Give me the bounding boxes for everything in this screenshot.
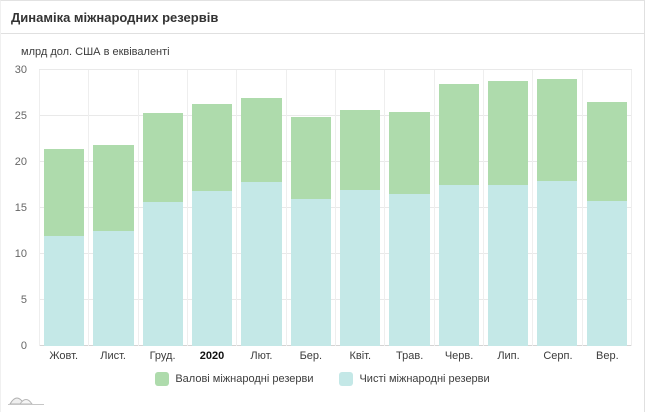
legend-item[interactable]: Чисті міжнародні резерви xyxy=(339,372,490,386)
bar-column xyxy=(236,70,285,346)
y-tick-label: 15 xyxy=(14,202,27,214)
x-tick-label: Квіт. xyxy=(349,350,372,362)
legend-swatch xyxy=(155,372,170,386)
y-tick-label: 10 xyxy=(14,248,27,260)
bar-column xyxy=(285,70,335,346)
y-tick-label: 30 xyxy=(14,64,27,76)
bar-net-segment[interactable] xyxy=(438,185,479,346)
x-tick-label: Трав. xyxy=(396,350,424,362)
bar-column xyxy=(581,70,632,346)
bar-columns xyxy=(39,70,632,346)
plot-area xyxy=(39,69,632,346)
bar-net-segment[interactable] xyxy=(93,231,134,346)
x-tick-label: Лют. xyxy=(250,350,273,362)
page-title: Динаміка міжнародних резервів xyxy=(11,9,219,25)
chart-title-bar: Динаміка міжнародних резервів xyxy=(1,1,644,34)
y-axis: 0 5 10 15 20 25 30 xyxy=(1,64,31,352)
x-tick-label: Бер. xyxy=(299,350,323,362)
bar-column xyxy=(433,70,483,346)
bar-net-segment[interactable] xyxy=(44,235,85,346)
x-tick-label: Жовт. xyxy=(49,350,79,362)
x-axis: Жовт. Лист. Груд. 2020 Лют. Бер. Квіт. Трав. Чер… xyxy=(39,350,632,362)
bar-net-segment[interactable] xyxy=(142,201,183,346)
bar-net-segment[interactable] xyxy=(241,182,282,346)
x-tick-label: Лип. xyxy=(497,350,520,362)
bar-column xyxy=(39,70,88,346)
bar-column xyxy=(137,70,187,346)
legend-label: Валові міжнародні резерви xyxy=(175,373,314,385)
x-tick-label: Вер. xyxy=(596,350,619,362)
legend-label: Чисті міжнародні резерви xyxy=(359,373,490,385)
bar-column xyxy=(532,70,581,346)
gridline xyxy=(39,69,632,70)
x-tick-label: Черв. xyxy=(444,350,474,362)
bar-net-segment[interactable] xyxy=(537,181,578,346)
bar-net-segment[interactable] xyxy=(192,190,233,346)
y-tick-label: 0 xyxy=(20,340,27,352)
bar-column xyxy=(384,70,433,346)
y-tick-label: 20 xyxy=(14,156,27,168)
bar-column xyxy=(186,70,236,346)
bar-net-segment[interactable] xyxy=(290,198,331,346)
bar-column xyxy=(482,70,532,346)
y-axis-unit-label: млрд дол. США в еквіваленті xyxy=(21,46,170,58)
x-tick-label: Лист. xyxy=(100,350,126,362)
bar-column xyxy=(88,70,137,346)
legend-swatch xyxy=(339,372,354,386)
bar-column xyxy=(334,70,384,346)
area-chart-watermark-icon xyxy=(8,397,44,405)
y-tick-label: 5 xyxy=(20,294,27,306)
bar-net-segment[interactable] xyxy=(586,200,627,346)
x-tick-label: Серп. xyxy=(543,350,573,362)
x-tick-label: Груд. xyxy=(149,350,176,362)
legend-item[interactable]: Валові міжнародні резерви xyxy=(155,372,313,386)
bar-net-segment[interactable] xyxy=(488,185,529,346)
legend: Валові міжнародні резерви Чисті міжнародн… xyxy=(1,372,644,386)
y-tick-label: 25 xyxy=(14,110,27,122)
x-tick-label: 2020 xyxy=(199,350,225,362)
bar-net-segment[interactable] xyxy=(340,189,381,346)
bar-net-segment[interactable] xyxy=(389,194,430,346)
